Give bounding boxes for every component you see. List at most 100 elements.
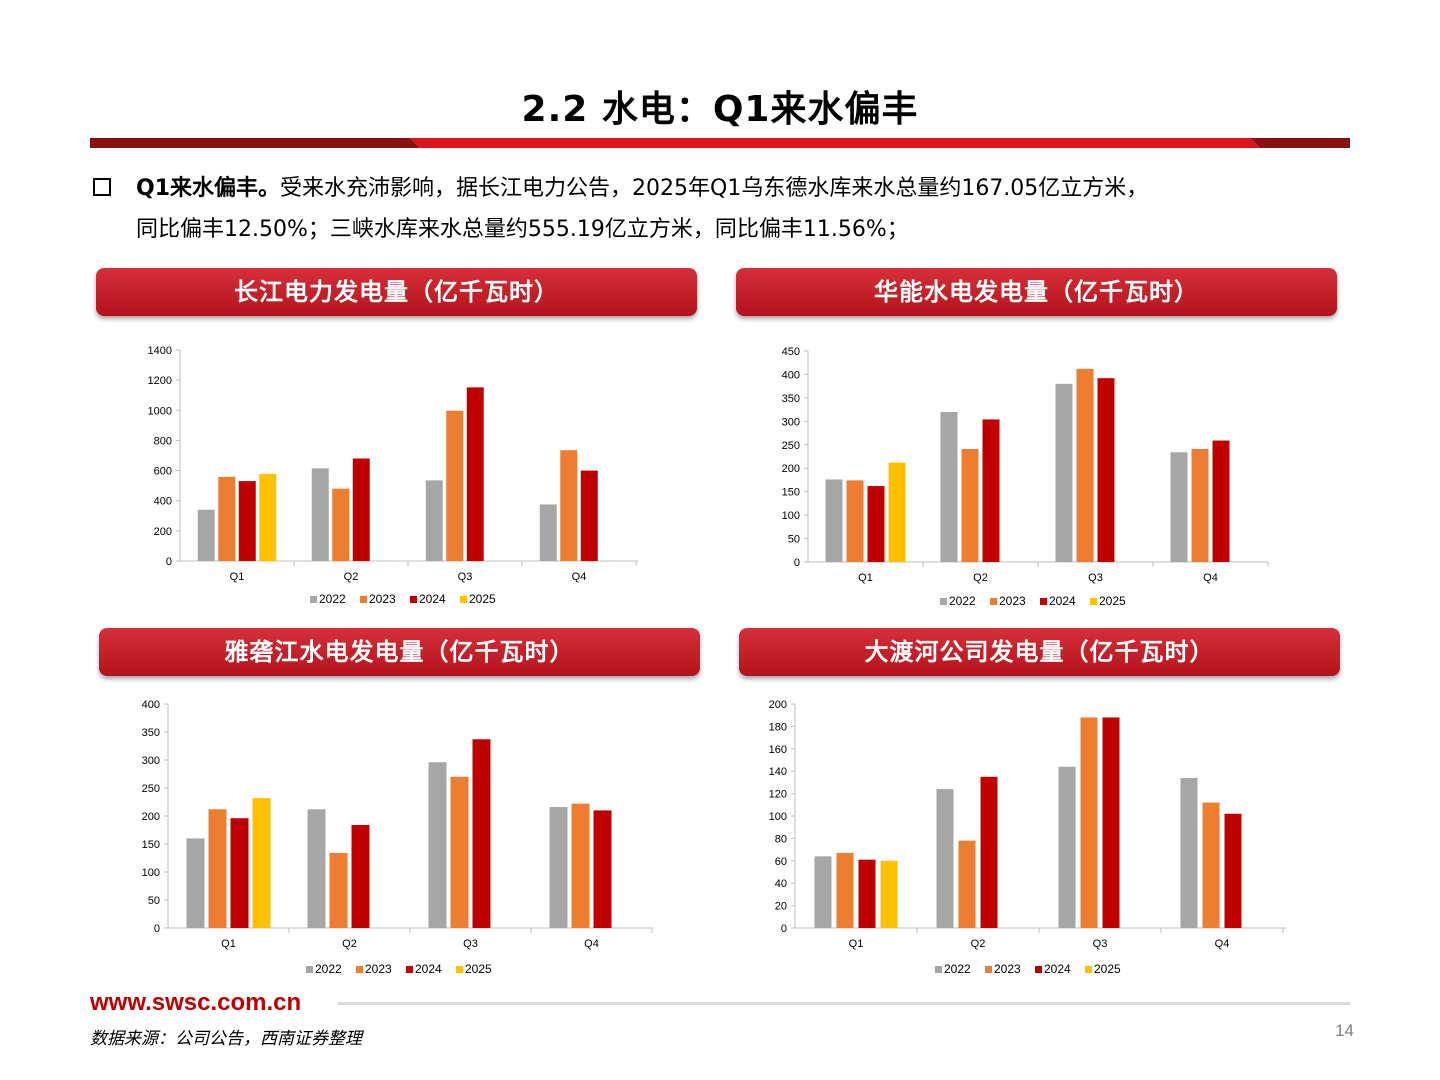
x-tick-label: Q3 (1088, 572, 1103, 584)
bar-2025-Q1 (888, 462, 906, 562)
legend-swatch-2024 (1040, 598, 1047, 605)
legend-label-2025: 2025 (1099, 594, 1126, 608)
bar-2023-Q4 (560, 450, 578, 561)
source-note: 数据来源：公司公告，西南证券整理 (90, 1029, 362, 1049)
bar-2024-Q3 (466, 387, 484, 561)
x-tick-label: Q4 (1215, 938, 1230, 950)
y-tick-label: 350 (782, 393, 800, 405)
y-tick-label: 120 (769, 789, 787, 801)
y-tick-label: 350 (142, 727, 160, 739)
x-tick-label: Q2 (973, 572, 988, 584)
chart-header-ddh: 大渡河公司发电量（亿千瓦时） (739, 628, 1340, 676)
chart-header-hnsd: 华能水电发电量（亿千瓦时） (736, 268, 1337, 316)
footer-url[interactable]: www.swsc.com.cn (90, 989, 302, 1016)
legend-label-2022: 2022 (949, 594, 976, 608)
bar-2022-Q1 (186, 838, 205, 928)
bar-2022-Q2 (311, 468, 329, 561)
y-tick-label: 60 (775, 856, 787, 868)
x-tick-label: Q2 (344, 571, 359, 583)
x-tick-label: Q1 (221, 938, 236, 950)
chart-header-ylj: 雅砻江水电发电量（亿千瓦时） (99, 628, 700, 676)
y-tick-label: 20 (775, 901, 787, 913)
legend-swatch-2024 (406, 966, 413, 973)
x-tick-label: Q2 (342, 938, 357, 950)
y-tick-label: 300 (142, 755, 160, 767)
y-tick-label: 0 (794, 557, 800, 569)
bullet-lead: Q1来水偏丰。 (136, 176, 281, 201)
x-tick-label: Q3 (458, 571, 473, 583)
title-divider-band (90, 138, 1350, 148)
x-tick-label: Q1 (858, 572, 873, 584)
bar-2024-Q1 (238, 481, 256, 561)
x-tick-label: Q4 (1203, 572, 1218, 584)
legend-label-2024: 2024 (1049, 594, 1076, 608)
legend-swatch-2025 (1090, 598, 1097, 605)
bullet-text-line1: Q1来水偏丰。受来水充沛影响，据长江电力公告，2025年Q1乌东德水库来水总量约… (136, 168, 1386, 209)
bar-2023-Q2 (961, 448, 979, 562)
bar-2024-Q4 (580, 470, 598, 561)
footer-divider (338, 1002, 1350, 1005)
bar-2022-Q3 (1055, 383, 1073, 562)
y-tick-label: 1200 (148, 375, 172, 387)
bar-2023-Q3 (446, 410, 464, 561)
bar-2022-Q4 (539, 504, 557, 561)
bar-2024-Q3 (1097, 378, 1115, 562)
bar-2025-Q1 (252, 798, 271, 928)
bar-2023-Q2 (329, 852, 348, 928)
x-tick-label: Q4 (584, 938, 599, 950)
x-tick-label: Q1 (230, 571, 245, 583)
bar-2024-Q4 (1224, 813, 1242, 928)
chart-cjdl: 0 200 400 600 800 1000 1200 1400 Q1 Q2 Q3 Q4 2022 202… (148, 345, 638, 606)
bar-2023-Q2 (958, 840, 976, 928)
y-tick-label: 400 (154, 496, 172, 508)
legend-swatch-2025 (1085, 966, 1092, 973)
bar-2024-Q4 (593, 810, 612, 928)
chart-ddh: 0 20 40 60 80 100 120 140 160 180 200 Q1 Q2 Q3 Q4 2022 2… (769, 699, 1286, 976)
bar-2023-Q3 (450, 776, 469, 928)
bar-2025-Q1 (880, 860, 898, 928)
y-tick-label: 140 (769, 766, 787, 778)
y-tick-label: 0 (781, 923, 787, 935)
y-tick-label: 160 (769, 744, 787, 756)
legend-swatch-2022 (306, 966, 313, 973)
legend-label-2022: 2022 (315, 962, 342, 976)
y-tick-label: 400 (782, 369, 800, 381)
legend-label-2023: 2023 (369, 592, 396, 606)
bar-2024-Q2 (352, 458, 370, 561)
y-tick-label: 80 (775, 833, 787, 845)
y-tick-label: 800 (154, 435, 172, 447)
legend-swatch-2023 (356, 966, 363, 973)
y-tick-label: 100 (142, 867, 160, 879)
y-tick-label: 1400 (148, 345, 172, 357)
bar-2024-Q4 (1212, 440, 1230, 562)
bar-2024-Q1 (858, 859, 876, 928)
x-tick-label: Q3 (463, 938, 478, 950)
page-title: 2.2 水电：Q1来水偏丰 (521, 89, 919, 130)
bullet-checkbox-icon (93, 178, 111, 196)
legend-label-2023: 2023 (365, 962, 392, 976)
y-tick-label: 150 (782, 487, 800, 499)
bar-2022-Q1 (825, 479, 843, 562)
y-tick-label: 0 (166, 556, 172, 568)
y-tick-label: 180 (769, 721, 787, 733)
y-tick-label: 400 (142, 699, 160, 711)
chart-header-cjdl: 长江电力发电量（亿千瓦时） (96, 268, 697, 316)
x-tick-label: Q3 (1093, 938, 1108, 950)
legend-swatch-2023 (360, 596, 367, 603)
chart-ylj: 0 50 100 150 200 250 300 350 400 Q1 Q2 Q3 Q4 2022 2023… (142, 699, 653, 976)
y-tick-label: 100 (782, 510, 800, 522)
y-tick-label: 150 (142, 839, 160, 851)
y-tick-label: 200 (154, 526, 172, 538)
bar-2022-Q4 (549, 807, 568, 928)
bar-2022-Q4 (1180, 777, 1198, 928)
legend-label-2023: 2023 (999, 594, 1026, 608)
legend-swatch-2022 (310, 596, 317, 603)
y-tick-label: 50 (148, 895, 160, 907)
legend-swatch-2022 (940, 598, 947, 605)
bar-2022-Q3 (1058, 766, 1076, 928)
legend-swatch-2023 (990, 598, 997, 605)
bar-2024-Q2 (982, 419, 1000, 562)
bar-2023-Q4 (1202, 802, 1220, 928)
chart-hnsd: 0 50 100 150 200 250 300 350 400 450 Q1 Q2 Q3 Q4 2022 2… (782, 346, 1269, 608)
bar-2022-Q3 (425, 480, 443, 561)
